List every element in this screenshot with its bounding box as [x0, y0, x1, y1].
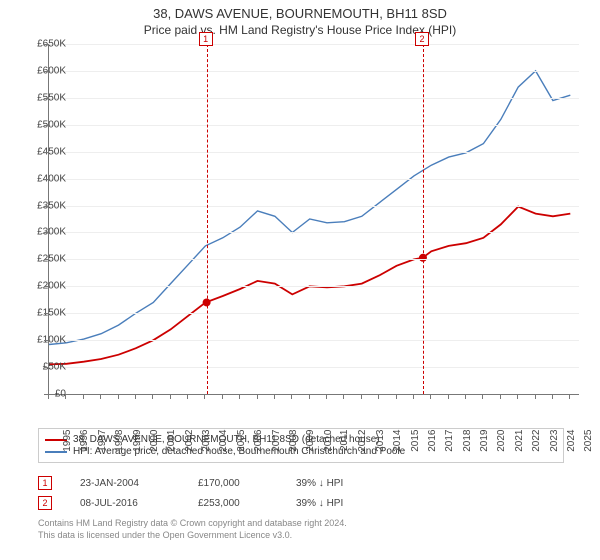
sale-delta: 39% ↓ HPI	[296, 478, 343, 489]
y-axis-label: £200K	[37, 281, 66, 292]
y-axis-label: £350K	[37, 200, 66, 211]
x-axis-label: 2005	[236, 430, 247, 452]
x-axis-label: 2003	[201, 430, 212, 452]
x-axis-label: 2000	[149, 430, 160, 452]
chart-subtitle: Price paid vs. HM Land Registry's House …	[0, 21, 600, 41]
y-axis-label: £450K	[37, 146, 66, 157]
sale-date: 23-JAN-2004	[80, 478, 170, 489]
plot-area	[48, 44, 579, 395]
chart-container: 38, DAWS AVENUE, BOURNEMOUTH, BH11 8SD P…	[0, 0, 600, 560]
x-axis-label: 1995	[62, 430, 73, 452]
sale-price: £253,000	[198, 498, 268, 509]
x-axis-label: 2012	[357, 430, 368, 452]
y-axis-label: £650K	[37, 39, 66, 50]
sale-marker-line	[207, 44, 208, 394]
x-axis-label: 2010	[322, 430, 333, 452]
y-axis-label: £150K	[37, 308, 66, 319]
x-axis-label: 2014	[392, 430, 403, 452]
y-axis-label: £100K	[37, 335, 66, 346]
sale-index-box: 2	[38, 496, 52, 510]
x-axis-label: 2015	[409, 430, 420, 452]
y-axis-label: £400K	[37, 173, 66, 184]
x-axis-label: 1996	[79, 430, 90, 452]
x-axis-label: 1999	[131, 430, 142, 452]
x-axis-label: 2017	[444, 430, 455, 452]
sale-delta: 39% ↓ HPI	[296, 498, 343, 509]
footer-line2: This data is licensed under the Open Gov…	[38, 530, 347, 542]
x-axis-label: 2001	[166, 430, 177, 452]
x-axis-label: 2019	[479, 430, 490, 452]
series-hpi	[49, 71, 570, 345]
plot-svg	[49, 44, 579, 394]
x-axis-label: 2025	[583, 430, 594, 452]
x-axis-label: 2006	[253, 430, 264, 452]
sale-row: 2 08-JUL-2016 £253,000 39% ↓ HPI	[38, 496, 343, 510]
x-axis-label: 2024	[566, 430, 577, 452]
x-axis-label: 2007	[270, 430, 281, 452]
x-axis-label: 2002	[183, 430, 194, 452]
x-axis-label: 2011	[339, 430, 350, 452]
footer-line1: Contains HM Land Registry data © Crown c…	[38, 518, 347, 530]
sale-price: £170,000	[198, 478, 268, 489]
y-axis-label: £0	[55, 389, 66, 400]
sale-row: 1 23-JAN-2004 £170,000 39% ↓ HPI	[38, 476, 343, 490]
x-axis-label: 1997	[97, 430, 108, 452]
sale-index-box: 1	[38, 476, 52, 490]
x-axis-label: 2018	[461, 430, 472, 452]
sale-marker-index: 2	[415, 32, 429, 46]
x-axis-label: 2004	[218, 430, 229, 452]
y-axis-label: £600K	[37, 65, 66, 76]
y-axis-label: £550K	[37, 92, 66, 103]
sale-marker-line	[423, 44, 424, 394]
x-axis-label: 2022	[531, 430, 542, 452]
x-axis-label: 2008	[288, 430, 299, 452]
sales-list: 1 23-JAN-2004 £170,000 39% ↓ HPI 2 08-JUL-201…	[38, 470, 343, 510]
x-axis-label: 2021	[514, 430, 525, 452]
y-axis-label: £500K	[37, 119, 66, 130]
x-axis-label: 2023	[548, 430, 559, 452]
sale-date: 08-JUL-2016	[80, 498, 170, 509]
x-axis-label: 2016	[427, 430, 438, 452]
x-axis-label: 2020	[496, 430, 507, 452]
y-axis-label: £300K	[37, 227, 66, 238]
sale-marker-index: 1	[199, 32, 213, 46]
chart-title: 38, DAWS AVENUE, BOURNEMOUTH, BH11 8SD	[0, 0, 600, 21]
y-axis-label: £250K	[37, 254, 66, 265]
x-axis-label: 1998	[114, 430, 125, 452]
footer: Contains HM Land Registry data © Crown c…	[38, 518, 347, 541]
x-axis-label: 2009	[305, 430, 316, 452]
x-axis-label: 2013	[375, 430, 386, 452]
